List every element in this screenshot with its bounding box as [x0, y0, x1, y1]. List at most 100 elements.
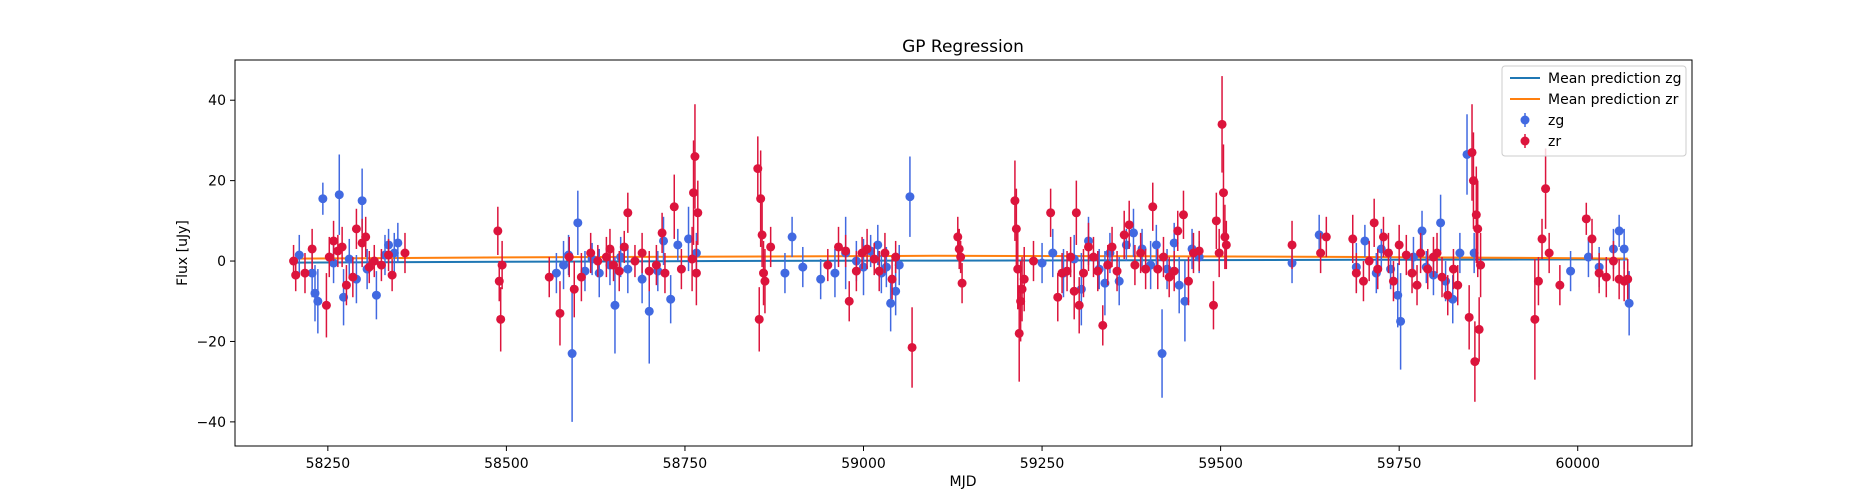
data-point-zr	[690, 152, 700, 161]
data-point-zr	[891, 252, 901, 262]
data-point-zr	[1394, 240, 1404, 250]
data-point-zr	[1119, 230, 1129, 240]
data-point-zg	[905, 192, 915, 202]
data-point-zg	[816, 274, 826, 284]
data-point-zr	[669, 202, 679, 212]
data-point-zr	[400, 248, 410, 258]
data-point-zg	[881, 262, 891, 272]
data-point-zg	[1314, 230, 1324, 240]
data-point-zg	[673, 240, 683, 250]
data-point-zr	[1208, 300, 1218, 310]
data-point-zg	[873, 240, 883, 250]
data-point-zr	[1316, 248, 1326, 258]
data-point-zr	[1530, 314, 1540, 324]
data-point-zg	[894, 260, 904, 270]
data-point-zr	[756, 194, 766, 204]
data-point-zg	[1408, 252, 1418, 262]
data-point-zr	[497, 260, 507, 270]
data-point-zr	[605, 244, 615, 254]
data-point-zr	[493, 226, 503, 236]
data-point-zr	[1017, 284, 1027, 294]
data-point-zr	[651, 260, 661, 270]
data-point-zg	[1151, 240, 1161, 250]
data-point-zr	[757, 230, 767, 240]
data-point-zr	[387, 270, 397, 280]
data-point-zr	[676, 264, 686, 274]
data-point-zr	[1098, 320, 1108, 330]
data-point-zr	[1016, 296, 1026, 306]
data-point-zr	[1217, 119, 1227, 129]
chart-title: GP Regression	[902, 37, 1024, 57]
y-tick-label: 0	[217, 254, 226, 270]
data-point-zg	[798, 262, 808, 272]
data-point-zr	[337, 242, 347, 252]
x-tick-label: 59750	[1377, 456, 1422, 472]
data-point-zr	[1287, 240, 1297, 250]
data-point-zr	[862, 244, 872, 254]
data-point-zr	[660, 268, 670, 278]
data-point-zr	[1066, 252, 1076, 262]
data-point-zr	[1173, 226, 1183, 236]
x-tick-label: 60000	[1555, 456, 1600, 472]
data-point-zr	[1383, 248, 1393, 258]
data-point-zr	[1373, 264, 1383, 274]
data-point-zr	[630, 256, 640, 266]
series-zr	[289, 76, 1633, 402]
data-point-zr	[1541, 184, 1551, 194]
data-point-zr	[1437, 272, 1447, 282]
data-point-zr	[1071, 208, 1081, 218]
data-point-zr	[609, 260, 619, 270]
data-point-zr	[364, 262, 374, 272]
data-point-zr	[1416, 248, 1426, 258]
data-point-zr	[1587, 234, 1597, 244]
data-point-zg	[344, 254, 354, 264]
data-point-zr	[1220, 232, 1230, 242]
data-point-zg	[1583, 252, 1593, 262]
y-tick-label: 20	[208, 174, 226, 190]
data-point-zr	[844, 296, 854, 306]
x-tick-label: 59250	[1020, 456, 1065, 472]
data-point-zg	[1396, 316, 1406, 326]
data-point-zr	[341, 280, 351, 290]
data-point-zr	[953, 232, 963, 242]
data-point-zr	[369, 256, 379, 266]
data-point-zr	[1028, 256, 1038, 266]
data-point-zg	[830, 268, 840, 278]
data-point-zr	[1112, 266, 1122, 276]
data-point-zg	[573, 218, 583, 228]
data-point-zr	[1083, 242, 1093, 252]
data-point-zr	[1019, 274, 1029, 284]
legend-marker-zg	[1520, 115, 1530, 125]
data-point-zg	[334, 190, 344, 200]
data-point-zg	[357, 196, 367, 206]
data-point-zr	[324, 252, 334, 262]
data-point-zg	[1180, 296, 1190, 306]
data-point-zg	[1614, 226, 1624, 236]
data-point-zr	[569, 284, 579, 294]
data-point-zg	[371, 290, 381, 300]
data-point-zr	[1321, 232, 1331, 242]
data-point-zr	[954, 244, 964, 254]
data-point-zg	[393, 238, 403, 248]
data-point-zg	[1436, 218, 1446, 228]
data-point-zr	[1623, 274, 1633, 284]
data-point-zg	[313, 296, 323, 306]
data-point-zr	[823, 260, 833, 270]
data-point-zr	[1473, 224, 1483, 234]
y-axis-label: Flux [uJy]	[175, 220, 191, 286]
data-point-zr	[1062, 266, 1072, 276]
data-point-zr	[1211, 216, 1221, 226]
data-point-zr	[874, 266, 884, 276]
data-point-zr	[601, 252, 611, 262]
data-point-zg	[594, 268, 604, 278]
data-point-zr	[1010, 196, 1020, 206]
legend-label-zg-mean: Mean prediction zg	[1548, 71, 1682, 87]
x-tick-label: 58250	[306, 456, 351, 472]
x-axis-ticks: 58250 58500 58750 59000 59250 59500 59750 60000	[306, 446, 1600, 472]
data-point-zr	[760, 276, 770, 286]
data-point-zr	[544, 272, 554, 282]
y-tick-label: 40	[208, 93, 226, 109]
data-point-zr	[576, 272, 586, 282]
data-point-zr	[555, 308, 565, 318]
